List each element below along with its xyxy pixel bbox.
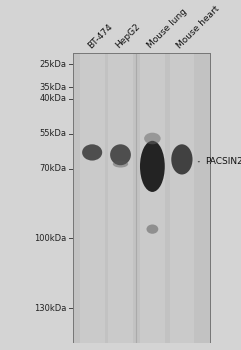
Text: HepG2: HepG2	[114, 22, 142, 50]
Text: 25kDa: 25kDa	[39, 60, 66, 69]
Ellipse shape	[82, 144, 102, 161]
Ellipse shape	[171, 144, 193, 175]
Text: 40kDa: 40kDa	[39, 94, 66, 104]
Bar	[73, 52, 210, 343]
Text: 70kDa: 70kDa	[39, 164, 66, 173]
Ellipse shape	[147, 224, 158, 234]
Ellipse shape	[113, 161, 128, 168]
Bar	[140, 52, 165, 343]
Text: 35kDa: 35kDa	[39, 83, 66, 92]
Text: 55kDa: 55kDa	[39, 130, 66, 138]
Ellipse shape	[144, 133, 161, 144]
Ellipse shape	[110, 144, 131, 165]
Text: PACSIN2: PACSIN2	[198, 157, 241, 166]
Bar	[108, 52, 133, 343]
Text: 130kDa: 130kDa	[34, 304, 66, 313]
Bar	[80, 52, 105, 343]
Ellipse shape	[140, 141, 165, 192]
Text: Mouse heart: Mouse heart	[175, 4, 222, 50]
Text: BT-474: BT-474	[86, 22, 114, 50]
Bar	[73, 52, 210, 343]
Text: Mouse lung: Mouse lung	[146, 7, 189, 50]
Text: 100kDa: 100kDa	[34, 234, 66, 243]
Bar	[169, 52, 194, 343]
